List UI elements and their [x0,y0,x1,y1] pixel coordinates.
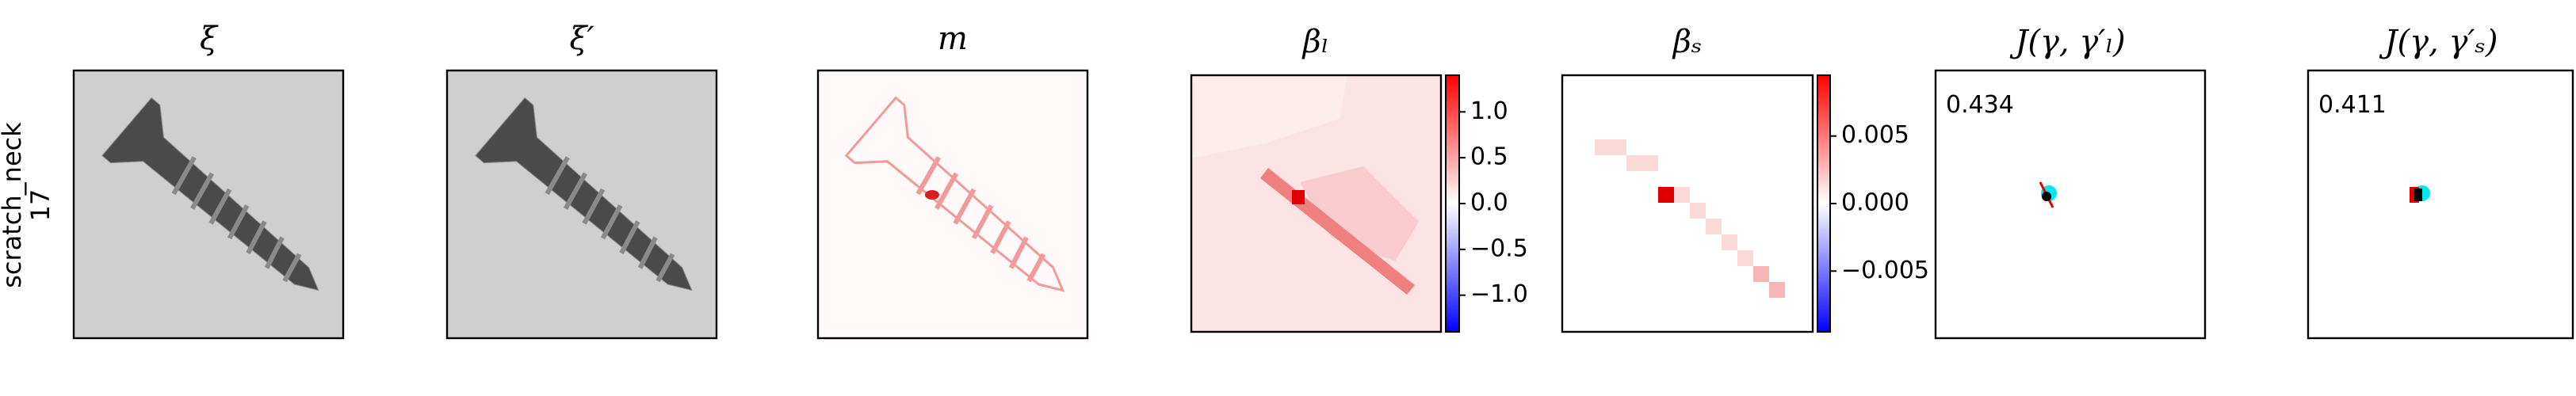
frame [1561,74,1814,333]
frame [1190,74,1443,333]
panel-title: βₗ [1301,24,1329,60]
panel-title: m [938,21,968,57]
region [1300,166,1419,261]
colorbar [1445,74,1460,333]
panel-title: ξ [200,21,219,57]
marker [2414,188,2422,201]
image [818,70,1087,338]
frame [1934,69,2207,340]
annotation: 0.411 [2318,91,2387,119]
colorbar-tick-label: 1.0 [1470,97,1508,125]
annotation: 0.434 [1946,91,2014,119]
panel-title: J(γ, γ′ₗ) [2009,24,2125,60]
colorbar-tick-label: 0.5 [1470,143,1508,171]
region [1191,75,1347,158]
panel-title: J(γ, γ′ₛ) [2379,24,2498,60]
frame [816,69,1089,340]
colorbar-tick-label: −1.0 [1470,280,1528,308]
row-index: 17 [25,189,55,222]
blocks [1595,139,1785,298]
panel-title: βₛ [1672,24,1703,60]
hotspot [925,190,939,200]
colorbar [1817,74,1831,333]
colorbar-tick-label: 0.005 [1841,121,1909,149]
row-name: scratch_neck [0,122,27,288]
marker [2042,192,2051,201]
frame [2307,69,2574,340]
frame [445,69,718,340]
colorbar-tick-label: 0.0 [1470,189,1508,217]
row-label: scratch_neck 17 [0,122,55,288]
hotspot [1658,187,1674,203]
colorbar-tick-label: −0.005 [1841,257,1929,284]
colorbar-tick-label: −0.5 [1470,234,1528,262]
colorbar-tick-label: 0.000 [1841,189,1909,217]
panel-title: ξ′ [569,21,594,57]
frame [72,69,345,340]
hotspot [1292,190,1305,204]
